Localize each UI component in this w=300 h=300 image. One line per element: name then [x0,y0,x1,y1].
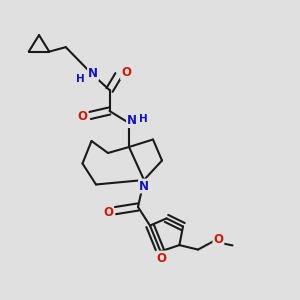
Text: O: O [103,206,113,219]
Text: O: O [156,251,166,265]
Text: H: H [139,114,148,124]
Text: O: O [121,66,131,79]
Text: N: N [88,67,98,80]
Text: N: N [127,114,137,127]
Text: N: N [139,179,149,193]
Text: O: O [213,232,224,246]
Text: O: O [77,110,88,124]
Text: H: H [76,74,85,84]
